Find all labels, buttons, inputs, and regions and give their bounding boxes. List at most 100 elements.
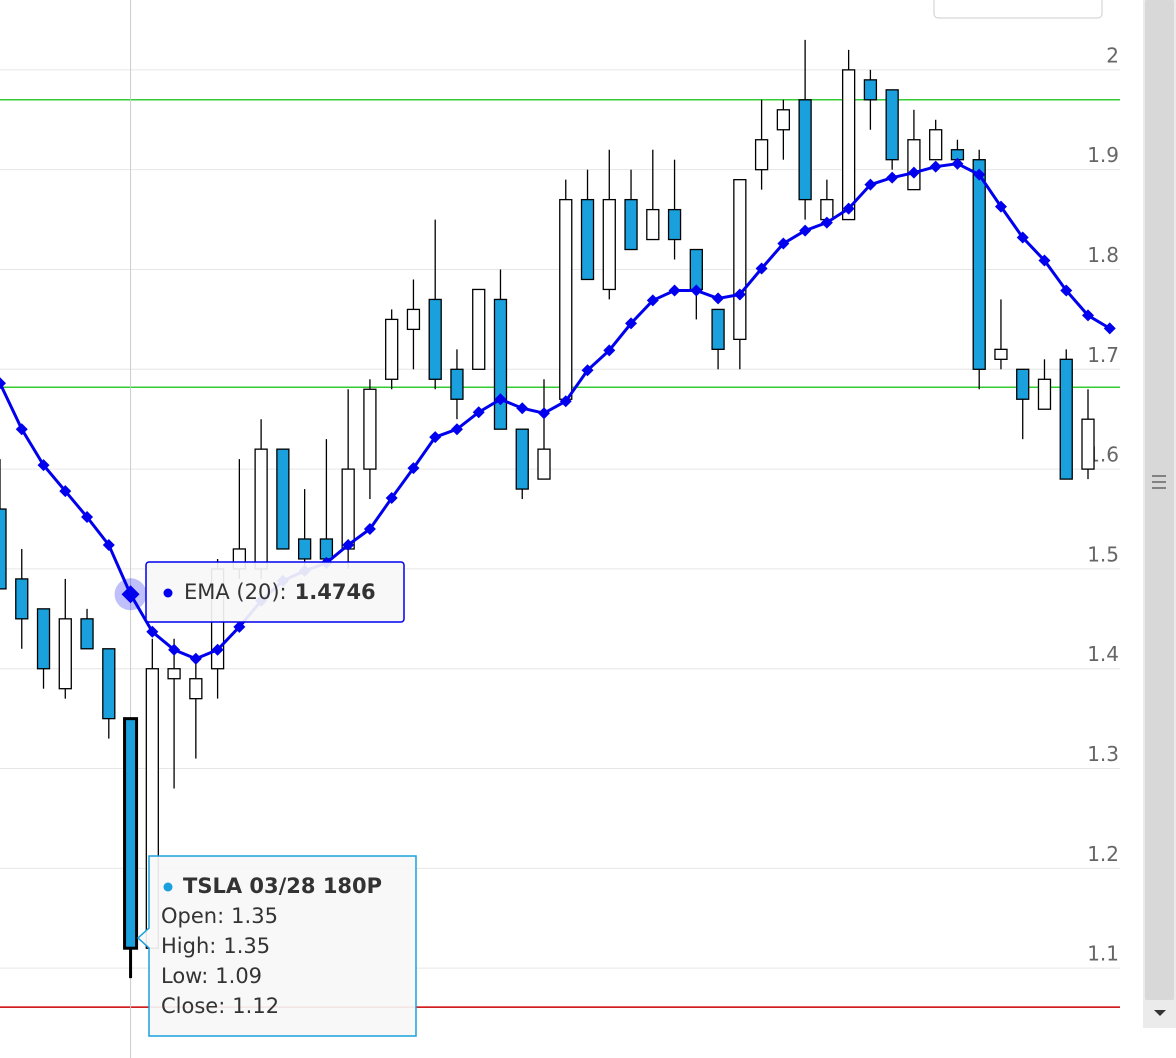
candle — [319, 439, 334, 569]
candle — [994, 299, 1008, 370]
candle — [515, 428, 529, 500]
candle-body — [776, 109, 791, 131]
ema-marker — [189, 652, 202, 665]
candle — [406, 279, 421, 370]
y-tick-label: 1.7 — [1087, 343, 1119, 367]
tooltip-title: TSLA 03/28 180P — [183, 874, 382, 898]
scrollbar-thumb[interactable] — [1145, 0, 1174, 1000]
candle-body — [863, 79, 878, 101]
candle — [754, 99, 769, 190]
ema-marker — [538, 407, 550, 420]
candle — [776, 99, 791, 160]
candle-body — [689, 248, 703, 291]
candle — [798, 39, 812, 220]
ema-marker — [146, 625, 159, 638]
candle-body — [36, 608, 51, 670]
candle-body — [667, 208, 682, 241]
ema-marker — [450, 423, 463, 436]
candle — [428, 219, 442, 390]
ema-marker — [646, 294, 659, 307]
candle — [820, 179, 834, 221]
candle-body — [102, 648, 116, 720]
candle — [559, 179, 573, 400]
ema-marker — [1082, 309, 1094, 322]
candle — [950, 139, 965, 161]
candle-body — [1016, 368, 1030, 400]
field-label: Low: — [161, 964, 208, 988]
y-tick-label: 1.4 — [1087, 642, 1119, 666]
candle-body — [1059, 358, 1073, 480]
candle-body — [580, 198, 595, 281]
y-tick-label: 1.8 — [1087, 243, 1119, 267]
ema-marker — [973, 168, 986, 181]
ema-marker — [1016, 231, 1029, 244]
field-value: 1.35 — [223, 934, 270, 958]
ema-marker — [712, 292, 725, 305]
ema-marker — [516, 402, 529, 415]
ema-marker — [385, 492, 398, 505]
menu-button[interactable] — [933, 0, 1103, 19]
scrollbar[interactable] — [1143, 0, 1176, 1028]
candle-body — [189, 678, 203, 700]
candle-body — [1081, 418, 1095, 470]
candle — [929, 119, 943, 161]
field-value: 1.35 — [231, 904, 278, 928]
ema-tooltip: EMA (20): 1.4746 — [145, 561, 405, 623]
candle-body — [406, 308, 421, 331]
candle-body — [254, 448, 268, 570]
tooltip-text: EMA (20): 1.4746 — [184, 580, 376, 604]
candle — [885, 89, 899, 170]
tooltip-row: High: 1.35 — [161, 934, 270, 958]
candle — [123, 717, 139, 979]
candle-body — [167, 668, 181, 680]
field-label: High: — [161, 934, 216, 958]
candle — [363, 379, 377, 500]
ema-marker — [581, 364, 594, 377]
candle-body — [537, 448, 551, 480]
tooltip-dot — [163, 882, 173, 892]
ema-marker — [907, 166, 920, 179]
ema-marker — [1038, 254, 1051, 267]
ema-marker — [37, 459, 50, 472]
ema-marker — [929, 160, 942, 173]
ema-marker — [59, 485, 72, 498]
candle — [667, 159, 682, 260]
candle-body — [297, 538, 312, 560]
series-name: EMA (20) — [184, 580, 280, 604]
ema-marker — [842, 202, 855, 215]
ema-marker — [472, 406, 485, 419]
candle-body — [428, 298, 442, 380]
candle — [646, 149, 660, 241]
candle-body — [754, 139, 769, 171]
ema-marker — [559, 395, 572, 408]
candle-body — [341, 468, 355, 550]
ema-marker — [603, 344, 616, 357]
scrollbar-arrow — [1154, 1010, 1166, 1016]
ema-marker — [994, 200, 1007, 213]
name-suffix: : — [280, 580, 287, 604]
candle-body — [363, 388, 377, 470]
candle — [602, 149, 616, 300]
ema-marker — [733, 288, 746, 301]
candle-body — [624, 198, 638, 251]
field-label: Open: — [161, 904, 224, 928]
tooltip-dot — [163, 588, 173, 598]
ema-marker — [799, 224, 812, 237]
ema-marker — [102, 538, 115, 551]
ema-marker — [777, 237, 790, 250]
y-tick-label: 1.5 — [1087, 542, 1119, 566]
candle-body — [602, 198, 616, 291]
tooltip-box — [136, 855, 417, 1037]
candle — [711, 308, 725, 370]
ema-marker — [755, 262, 768, 275]
ema-marker — [820, 216, 833, 229]
candle — [733, 179, 747, 370]
candle-body — [798, 99, 812, 201]
candle-body — [972, 159, 986, 370]
candle — [1081, 389, 1095, 480]
candle-body — [385, 318, 399, 380]
ema-marker — [0, 377, 6, 390]
